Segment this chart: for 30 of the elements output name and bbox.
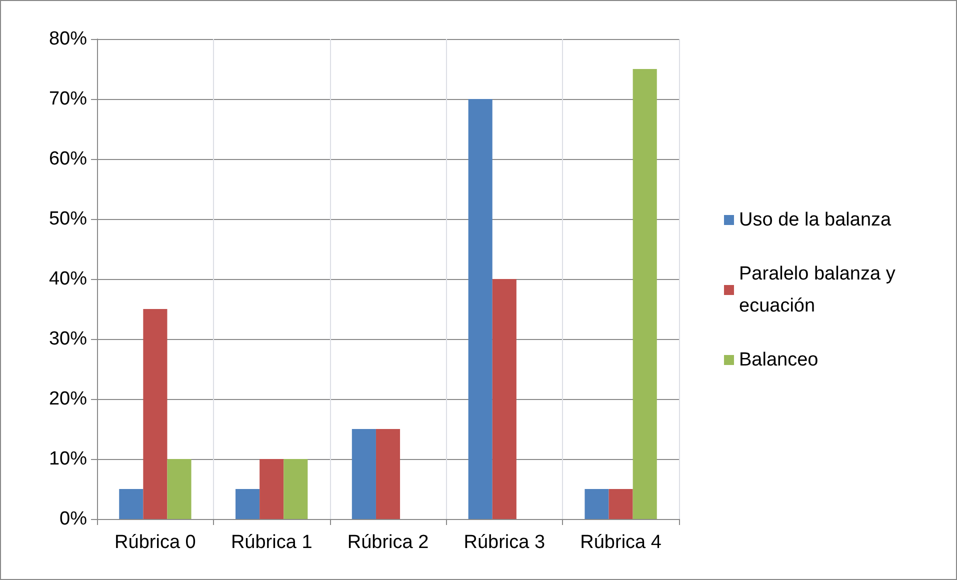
y-tick-label: 60% [48, 148, 88, 170]
bar [260, 459, 284, 519]
y-tick-label: 80% [48, 28, 88, 50]
bar [143, 309, 168, 519]
bar [584, 489, 609, 519]
legend-label: Uso de la balanza [739, 210, 892, 230]
bar [492, 279, 516, 519]
bar [284, 459, 308, 519]
y-tick-label: 20% [48, 388, 88, 410]
x-tick-label: Rúbrica 1 [230, 532, 312, 553]
x-tick-label: Rúbrica 0 [114, 532, 196, 553]
legend-label: Balanceo [739, 350, 818, 370]
bar [632, 69, 657, 519]
y-tick-label: 0% [60, 508, 88, 530]
bar [167, 459, 192, 519]
bar [119, 489, 144, 519]
y-tick-label: 10% [48, 448, 88, 470]
x-tick-label: Rúbrica 2 [347, 532, 429, 553]
y-tick-label: 50% [48, 208, 88, 230]
legend-label: Paralelo balanza y ecuación [739, 264, 901, 316]
bar [608, 489, 633, 519]
bar [468, 99, 492, 519]
bar [236, 489, 260, 519]
x-tick-label: Rúbrica 4 [580, 532, 662, 553]
y-tick-label: 30% [48, 328, 88, 350]
bar [352, 429, 376, 519]
y-tick-label: 70% [48, 88, 88, 110]
bar [376, 429, 400, 519]
x-tick-label: Rúbrica 3 [464, 532, 546, 553]
y-tick-label: 40% [48, 268, 88, 290]
